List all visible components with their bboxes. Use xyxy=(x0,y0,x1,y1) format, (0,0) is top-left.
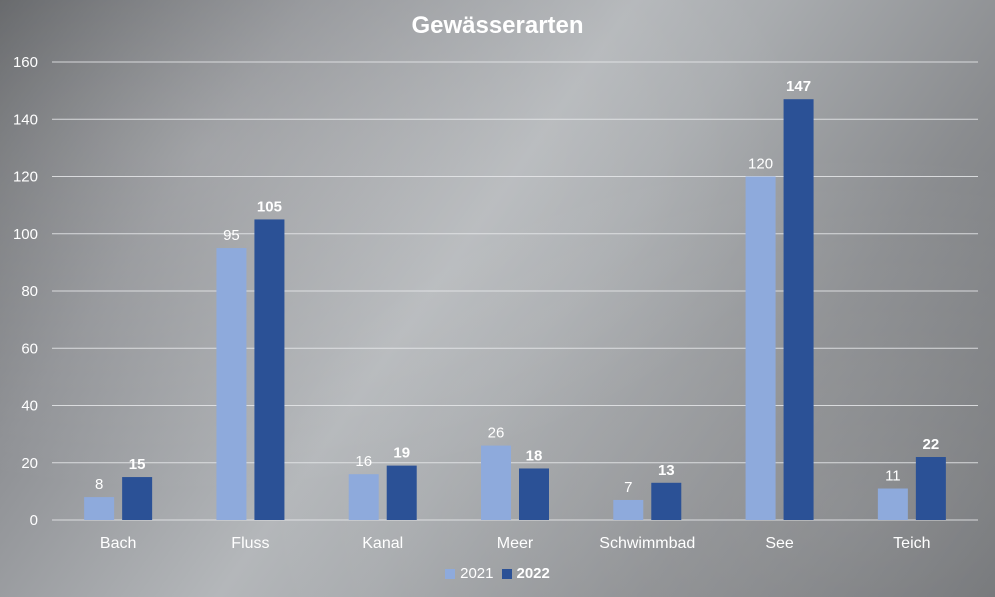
bar-2021 xyxy=(216,248,247,520)
data-label-2021: 26 xyxy=(488,425,505,442)
legend-swatch-2021 xyxy=(445,568,456,579)
y-tick-label: 40 xyxy=(21,398,38,415)
x-tick-label: Bach xyxy=(100,535,136,552)
legend: 2021 2022 xyxy=(0,565,995,582)
y-tick-label: 80 xyxy=(21,283,38,300)
bar-2022 xyxy=(651,482,682,520)
x-tick-label: Schwimmbad xyxy=(599,535,695,552)
y-tick-label: 60 xyxy=(21,340,38,357)
data-label-2021: 8 xyxy=(95,476,103,493)
y-tick-label: 160 xyxy=(13,54,38,71)
data-label-2022: 18 xyxy=(526,447,543,464)
bar-2022 xyxy=(254,219,285,520)
bar-2022 xyxy=(783,99,814,521)
bar-2021 xyxy=(613,499,644,520)
bar-2021 xyxy=(481,445,511,520)
y-tick-label: 100 xyxy=(13,226,38,243)
legend-label-2021: 2021 xyxy=(460,565,494,582)
bar-2022 xyxy=(915,457,946,520)
y-tick-label: 20 xyxy=(21,455,38,472)
x-tick-label: Fluss xyxy=(231,535,269,552)
bar-2021 xyxy=(745,176,776,520)
legend-swatch-2022 xyxy=(501,568,512,579)
data-label-2022: 19 xyxy=(393,445,410,462)
bar-2021 xyxy=(348,474,379,520)
data-label-2022: 13 xyxy=(658,462,675,479)
x-tick-label: Kanal xyxy=(362,535,403,552)
data-label-2021: 95 xyxy=(223,227,240,244)
bar-2021 xyxy=(84,497,115,520)
legend-item-2021: 2021 xyxy=(445,565,494,582)
bar-2022 xyxy=(122,477,153,520)
legend-label-2022: 2022 xyxy=(516,565,550,582)
data-label-2021: 11 xyxy=(885,468,901,485)
data-label-2022: 105 xyxy=(257,198,282,215)
chart-title: Gewässerarten xyxy=(411,12,584,39)
x-tick-label: See xyxy=(765,535,794,552)
bar-2021 xyxy=(877,488,908,520)
data-label-2021: 7 xyxy=(624,479,632,496)
y-tick-label: 120 xyxy=(13,169,38,186)
x-tick-label: Meer xyxy=(497,535,534,552)
x-tick-label: Teich xyxy=(893,535,930,552)
bar-2022 xyxy=(519,468,549,520)
y-tick-label: 0 xyxy=(30,512,38,529)
data-label-2022: 15 xyxy=(129,456,146,473)
data-label-2021: 16 xyxy=(355,453,372,470)
data-label-2022: 22 xyxy=(923,436,940,453)
bar-2022 xyxy=(386,465,417,520)
y-tick-label: 140 xyxy=(13,111,38,128)
legend-item-2022: 2022 xyxy=(501,565,550,582)
data-label-2022: 147 xyxy=(786,78,811,95)
data-label-2021: 120 xyxy=(748,156,773,173)
